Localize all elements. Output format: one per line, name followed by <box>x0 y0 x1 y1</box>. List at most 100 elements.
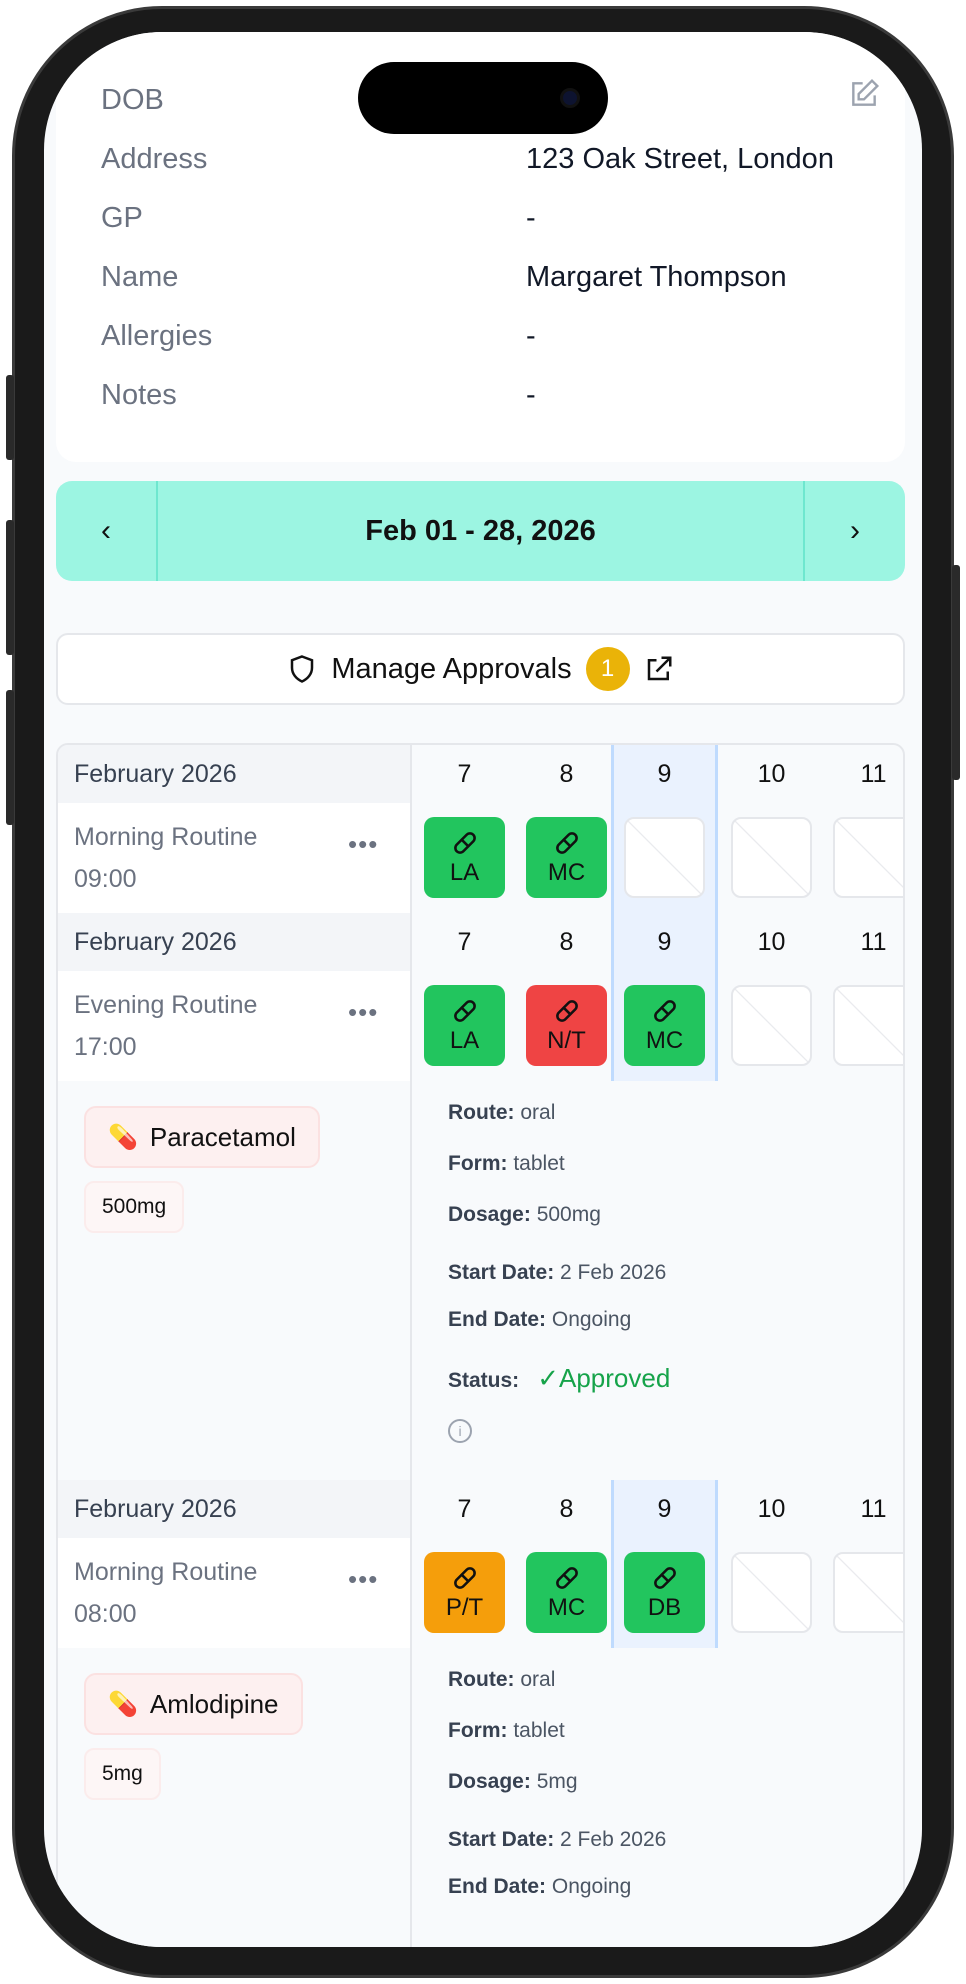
external-link-icon[interactable] <box>644 654 674 684</box>
dose-cell-given[interactable]: LA <box>424 985 505 1066</box>
pill-icon <box>653 999 676 1022</box>
dose-cell-empty[interactable] <box>833 985 903 1066</box>
field-label: GP <box>101 202 143 234</box>
detail-value: 2 Feb 2026 <box>560 1828 667 1851</box>
dose-cell-empty[interactable] <box>731 817 812 898</box>
day-header: 11 <box>860 760 887 788</box>
routine-row: Morning Routine 08:00 ••• <box>58 1538 410 1648</box>
dose-cell-empty[interactable] <box>731 1552 812 1633</box>
month-label: February 2026 <box>74 760 237 788</box>
dose-chip: 5mg <box>84 1748 161 1800</box>
detail-form: Form: tablet <box>448 1719 565 1743</box>
field-label: DOB <box>101 84 164 116</box>
day-header: 8 <box>559 760 574 788</box>
detail-label: Start Date: <box>448 1828 555 1851</box>
month-header: February 2026 7 8 9 10 11 <box>58 913 903 971</box>
dose-cell-given[interactable]: MC <box>526 817 607 898</box>
detail-form: Form: tablet <box>448 1152 565 1176</box>
more-options-icon[interactable]: ••• <box>348 829 379 859</box>
day-header: 10 <box>757 760 786 788</box>
detail-label: Form: <box>448 1152 508 1175</box>
day-header: 11 <box>860 1495 887 1523</box>
dose-cell-given[interactable]: MC <box>624 985 705 1066</box>
date-range[interactable]: Feb 01 - 28, 2026 <box>365 515 596 547</box>
month-label: February 2026 <box>74 928 237 956</box>
dose-cell-not-taken[interactable]: N/T <box>526 985 607 1066</box>
routine-name: Evening Routine <box>74 991 258 1019</box>
detail-value: 2 Feb 2026 <box>560 1261 667 1284</box>
dose-cell-given[interactable]: LA <box>424 817 505 898</box>
more-options-icon[interactable]: ••• <box>348 997 379 1027</box>
dose-cell-empty[interactable] <box>833 1552 903 1633</box>
detail-value: 5mg <box>536 1770 578 1793</box>
pill-icon <box>555 831 578 854</box>
date-navigator: ‹ Feb 01 - 28, 2026 › <box>56 481 905 581</box>
day-header: 7 <box>457 760 472 788</box>
field-label: Allergies <box>101 320 213 352</box>
detail-end: End Date: Ongoing <box>448 1308 631 1332</box>
detail-route: Route: oral <box>448 1668 555 1692</box>
detail-label: Dosage: <box>448 1203 531 1226</box>
detail-end: End Date: Ongoing <box>448 1875 631 1899</box>
more-options-icon[interactable]: ••• <box>348 1564 379 1594</box>
dose-cell-given[interactable]: DB <box>624 1552 705 1633</box>
dose-cell-given[interactable]: MC <box>526 1552 607 1633</box>
edit-icon[interactable] <box>848 78 880 110</box>
pill-icon <box>555 999 578 1022</box>
detail-dosage: Dosage: 500mg <box>448 1203 601 1227</box>
next-button[interactable]: › <box>803 481 905 581</box>
month-header: February 2026 7 8 9 10 11 <box>58 745 903 803</box>
shield-icon <box>291 655 314 683</box>
detail-label: Status: <box>448 1369 520 1392</box>
column-divider <box>410 745 412 1947</box>
month-header-bg <box>58 913 410 971</box>
manage-approvals-button[interactable]: Manage Approvals 1 <box>56 633 905 705</box>
screen: DOB/1945Address123 Oak Street, LondonGP-… <box>44 32 922 1947</box>
status-approved: ✓Approved <box>537 1363 671 1393</box>
field-value: - <box>526 320 536 352</box>
medication-chip[interactable]: 💊 Paracetamol <box>84 1106 320 1168</box>
detail-label: End Date: <box>448 1875 547 1898</box>
pill-icon <box>555 1566 578 1589</box>
field-label: Notes <box>101 379 177 411</box>
dose-code: MC <box>645 1026 684 1054</box>
field-value: Margaret Thompson <box>526 261 787 293</box>
detail-label: Start Date: <box>448 1261 555 1284</box>
dose-cell-empty[interactable] <box>833 817 903 898</box>
approvals-count-badge: 1 <box>585 647 630 691</box>
detail-label: Route: <box>448 1668 515 1691</box>
dose-code: MC <box>547 1593 586 1621</box>
pill-icon <box>453 999 476 1022</box>
side-button <box>6 375 14 460</box>
field-value: - <box>526 379 536 411</box>
prev-button[interactable]: ‹ <box>56 481 158 581</box>
medication-chip[interactable]: 💊 Amlodipine <box>84 1673 303 1735</box>
month-header-bg <box>58 1480 410 1538</box>
dose-cell-empty[interactable] <box>731 985 812 1066</box>
camera <box>560 88 580 108</box>
dose-code: MC <box>547 858 586 886</box>
routine-row: Morning Routine 09:00 ••• <box>58 803 410 913</box>
side-button <box>6 690 14 825</box>
pill-icon <box>653 1566 676 1589</box>
field-value: 123 Oak Street, London <box>526 143 834 175</box>
day-header: 9 <box>657 928 672 956</box>
detail-label: Dosage: <box>448 1770 531 1793</box>
dose-code: LA <box>449 858 480 886</box>
side-button <box>6 520 14 655</box>
detail-value: oral <box>520 1668 556 1691</box>
info-icon[interactable]: i <box>448 1419 472 1443</box>
routine-time: 08:00 <box>74 1600 137 1628</box>
dose-cell-empty[interactable] <box>624 817 705 898</box>
dose-code: P/T <box>445 1593 484 1621</box>
dose-cell-partial[interactable]: P/T <box>424 1552 505 1633</box>
day-header: 9 <box>657 1495 672 1523</box>
month-label: February 2026 <box>74 1495 237 1523</box>
detail-start: Start Date: 2 Feb 2026 <box>448 1261 666 1285</box>
dose-chip: 500mg <box>84 1181 185 1233</box>
dose-code: N/T <box>547 1026 586 1054</box>
approvals-label: Manage Approvals <box>331 652 572 685</box>
day-header: 10 <box>757 1495 786 1523</box>
medication-name: Paracetamol <box>149 1121 296 1152</box>
detail-value: Ongoing <box>551 1875 632 1898</box>
